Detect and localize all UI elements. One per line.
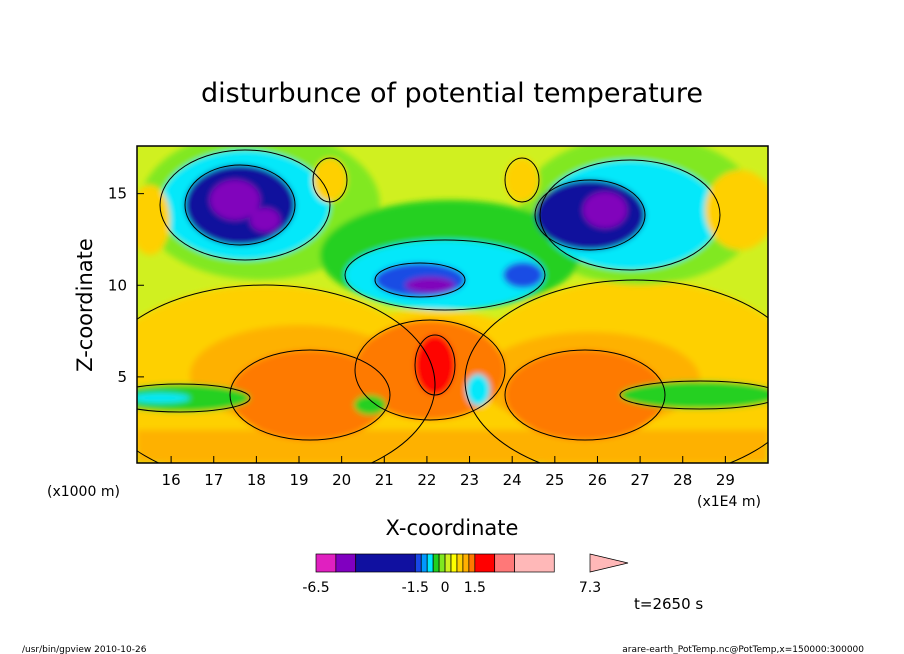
- plot-frame: [136, 145, 769, 464]
- colorbar-segment: [462, 553, 470, 573]
- colorbar: [315, 553, 629, 573]
- colorbar-segment: [494, 553, 515, 573]
- colorbar-arrow: [589, 553, 629, 573]
- y-tick-label: 10: [108, 276, 127, 294]
- colorbar-label: 1.5: [464, 580, 486, 596]
- colorbar-segment: [432, 553, 440, 573]
- x-axis-ticks: 16 17 18 19 20 21 22 23 24 25 26 27 28 29: [162, 456, 735, 489]
- x-tick-label: 25: [545, 471, 564, 489]
- colorbar-segment: [438, 553, 446, 573]
- x-tick-label: 29: [716, 471, 735, 489]
- colorbar-segment: [426, 553, 434, 573]
- colorbar-segment: [355, 553, 416, 573]
- time-annotation: t=2650 s: [634, 595, 703, 613]
- x-tick-label: 21: [375, 471, 394, 489]
- x-unit-label: (x1E4 m): [697, 494, 761, 510]
- x-tick-label: 24: [503, 471, 522, 489]
- y-axis-ticks: 5 10 15: [108, 185, 144, 386]
- y-unit-label: (x1000 m): [47, 484, 120, 500]
- x-tick-label: 22: [417, 471, 436, 489]
- colorbar-label: 0: [441, 580, 450, 596]
- x-tick-label: 17: [204, 471, 223, 489]
- colorbar-labels: -6.5 -1.5 0 1.5 7.3: [302, 580, 601, 596]
- y-axis-label: Z-coordinate: [73, 238, 97, 372]
- x-tick-label: 16: [162, 471, 181, 489]
- x-tick-label: 20: [332, 471, 351, 489]
- y-tick-label: 15: [108, 185, 127, 203]
- x-tick-label: 28: [673, 471, 692, 489]
- footer-left: /usr/bin/gpview 2010-10-26: [22, 645, 147, 654]
- colorbar-segment: [456, 553, 464, 573]
- colorbar-label: 7.3: [579, 580, 601, 596]
- footer-right: arare-earth_PotTemp.nc@PotTemp,x=150000:…: [622, 645, 864, 654]
- colorbar-label: -6.5: [302, 580, 329, 596]
- x-tick-label: 18: [247, 471, 266, 489]
- colorbar-segment: [514, 553, 555, 573]
- colorbar-segment: [468, 553, 476, 573]
- colorbar-segment: [420, 553, 428, 573]
- colorbar-segment: [315, 553, 337, 573]
- x-axis-label: X-coordinate: [386, 516, 519, 540]
- colorbar-segment: [444, 553, 452, 573]
- colorbar-segment: [450, 553, 458, 573]
- x-tick-label: 23: [460, 471, 479, 489]
- chart-title: disturbunce of potential temperature: [201, 78, 703, 109]
- colorbar-segment: [414, 553, 422, 573]
- x-tick-label: 27: [631, 471, 650, 489]
- x-tick-label: 19: [289, 471, 308, 489]
- colorbar-segment: [335, 553, 357, 573]
- colorbar-label: -1.5: [402, 580, 429, 596]
- colorbar-segment: [474, 553, 496, 573]
- contour-field: [137, 146, 768, 463]
- y-tick-label: 5: [117, 368, 127, 386]
- x-tick-label: 26: [588, 471, 607, 489]
